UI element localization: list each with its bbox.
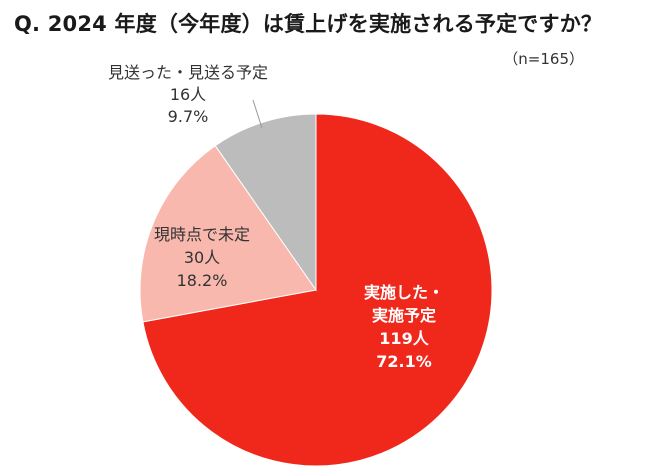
slice-implement-label: 実施した・実施予定 119人 72.1% bbox=[364, 283, 444, 371]
slice-postpone-label: 見送った・見送る予定 16人 9.7% bbox=[108, 63, 268, 126]
leader-line bbox=[252, 99, 263, 129]
chart-title: Q. 2024 年度（今年度）は賃上げを実施される予定ですか？ bbox=[14, 12, 603, 36]
slice-undecided-label: 現時点で未定 30人 18.2% bbox=[154, 225, 250, 290]
slice-implement bbox=[142, 113, 493, 467]
slice-postpone bbox=[214, 113, 317, 292]
sample-size-note: （n=165） bbox=[503, 50, 584, 68]
slice-undecided bbox=[139, 144, 317, 323]
